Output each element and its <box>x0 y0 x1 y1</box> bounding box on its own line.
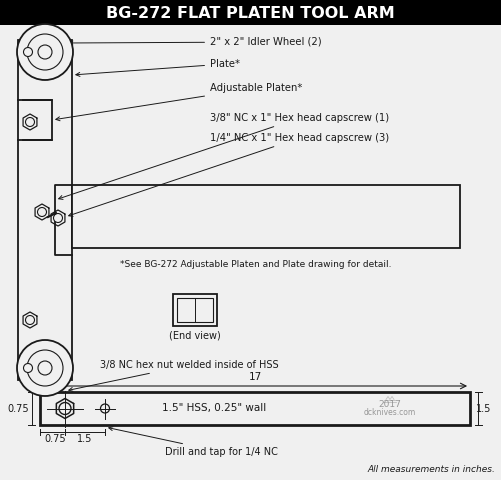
Text: dcknives.com: dcknives.com <box>364 408 416 417</box>
Bar <box>72 185 460 248</box>
Circle shape <box>54 214 63 223</box>
Circle shape <box>26 118 35 127</box>
Text: 2" x 2" Idler Wheel (2): 2" x 2" Idler Wheel (2) <box>69 37 322 47</box>
Text: 2017: 2017 <box>379 400 401 409</box>
Text: (End view): (End view) <box>169 331 221 341</box>
Text: 0.75: 0.75 <box>7 404 29 413</box>
Text: Drill and tap for 1/4 NC: Drill and tap for 1/4 NC <box>109 427 278 457</box>
Circle shape <box>38 207 47 216</box>
Circle shape <box>59 403 71 415</box>
Text: 3/8 NC hex nut welded inside of HSS: 3/8 NC hex nut welded inside of HSS <box>69 360 279 391</box>
Text: All measurements in inches.: All measurements in inches. <box>367 466 495 475</box>
Text: 17: 17 <box>248 372 262 382</box>
Bar <box>173 294 217 326</box>
Circle shape <box>17 340 73 396</box>
Circle shape <box>17 24 73 80</box>
Circle shape <box>27 350 63 386</box>
Circle shape <box>24 48 33 57</box>
Circle shape <box>24 363 33 372</box>
Circle shape <box>38 45 52 59</box>
Text: 1.5" HSS, 0.25" wall: 1.5" HSS, 0.25" wall <box>162 404 267 413</box>
Bar <box>177 298 213 322</box>
Text: 1.5: 1.5 <box>476 404 491 413</box>
Circle shape <box>101 404 110 413</box>
Bar <box>18 40 72 380</box>
Text: Adjustable Platen*: Adjustable Platen* <box>56 83 303 121</box>
Text: 1/4" NC x 1" Hex head capscrew (3): 1/4" NC x 1" Hex head capscrew (3) <box>69 133 389 216</box>
Text: *See BG-272 Adjustable Platen and Plate drawing for detail.: *See BG-272 Adjustable Platen and Plate … <box>120 260 391 269</box>
Text: BG-272 FLAT PLATEN TOOL ARM: BG-272 FLAT PLATEN TOOL ARM <box>106 5 394 21</box>
Circle shape <box>27 34 63 70</box>
Circle shape <box>26 315 35 324</box>
Text: Plate*: Plate* <box>76 59 240 76</box>
Circle shape <box>38 361 52 375</box>
Text: 1.5: 1.5 <box>77 434 93 444</box>
Bar <box>40 392 470 425</box>
Text: 0.75: 0.75 <box>44 434 66 444</box>
Text: 3/8" NC x 1" Hex head capscrew (1): 3/8" NC x 1" Hex head capscrew (1) <box>59 113 389 199</box>
Bar <box>0 0 501 25</box>
